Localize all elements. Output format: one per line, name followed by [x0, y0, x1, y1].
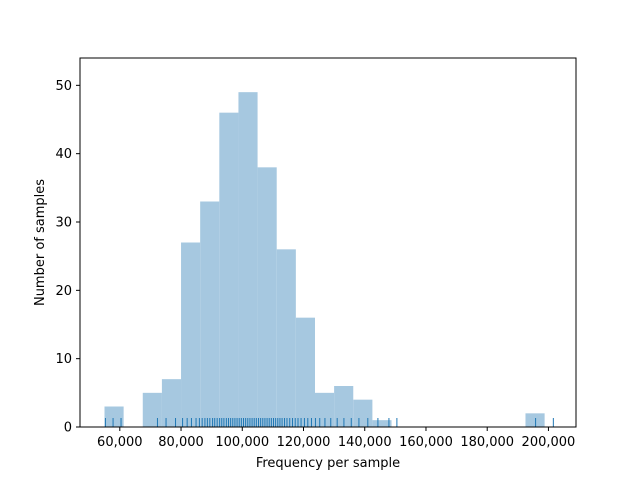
- x-tick-label: 200,000: [522, 435, 576, 450]
- y-tick-label: 30: [55, 216, 72, 231]
- histogram-bar: [181, 242, 201, 427]
- histogram-bar: [219, 112, 239, 428]
- histogram-bar: [353, 399, 373, 427]
- histogram-bar: [525, 413, 545, 427]
- histogram-bar: [161, 379, 182, 427]
- histogram-bar: [372, 420, 392, 427]
- x-tick-label: 120,000: [277, 435, 331, 450]
- histogram-bar: [200, 201, 220, 427]
- y-axis-ticks: 0 10 20 30 40 50: [55, 79, 80, 436]
- y-tick-label: 20: [55, 284, 72, 299]
- histogram-bar: [104, 406, 124, 427]
- y-tick-label: 10: [55, 352, 72, 367]
- histogram-bars: [104, 92, 545, 428]
- y-tick-label: 40: [55, 147, 72, 162]
- x-axis-label: Frequency per sample: [256, 456, 400, 471]
- plot-frame: [79, 57, 577, 428]
- x-tick-label: 160,000: [399, 435, 453, 450]
- histogram-bar: [257, 167, 277, 428]
- histogram-bar: [276, 249, 296, 427]
- x-tick-label: 180,000: [460, 435, 514, 450]
- y-tick-label: 0: [64, 421, 72, 436]
- y-axis-label: Number of samples: [33, 179, 48, 306]
- x-tick-label: 140,000: [338, 435, 392, 450]
- histogram-bar: [295, 317, 315, 427]
- histogram-bar: [334, 386, 354, 427]
- y-tick-label: 50: [55, 79, 72, 94]
- x-axis-ticks: 60,000 80,000 100,000 120,000 140,000 160,000…: [97, 427, 575, 450]
- histogram-bar: [142, 392, 162, 427]
- x-tick-label: 60,000: [97, 435, 143, 450]
- x-tick-label: 100,000: [215, 435, 269, 450]
- histogram-bar: [238, 92, 258, 428]
- rug-marks: [104, 418, 554, 427]
- x-tick-label: 80,000: [158, 435, 204, 450]
